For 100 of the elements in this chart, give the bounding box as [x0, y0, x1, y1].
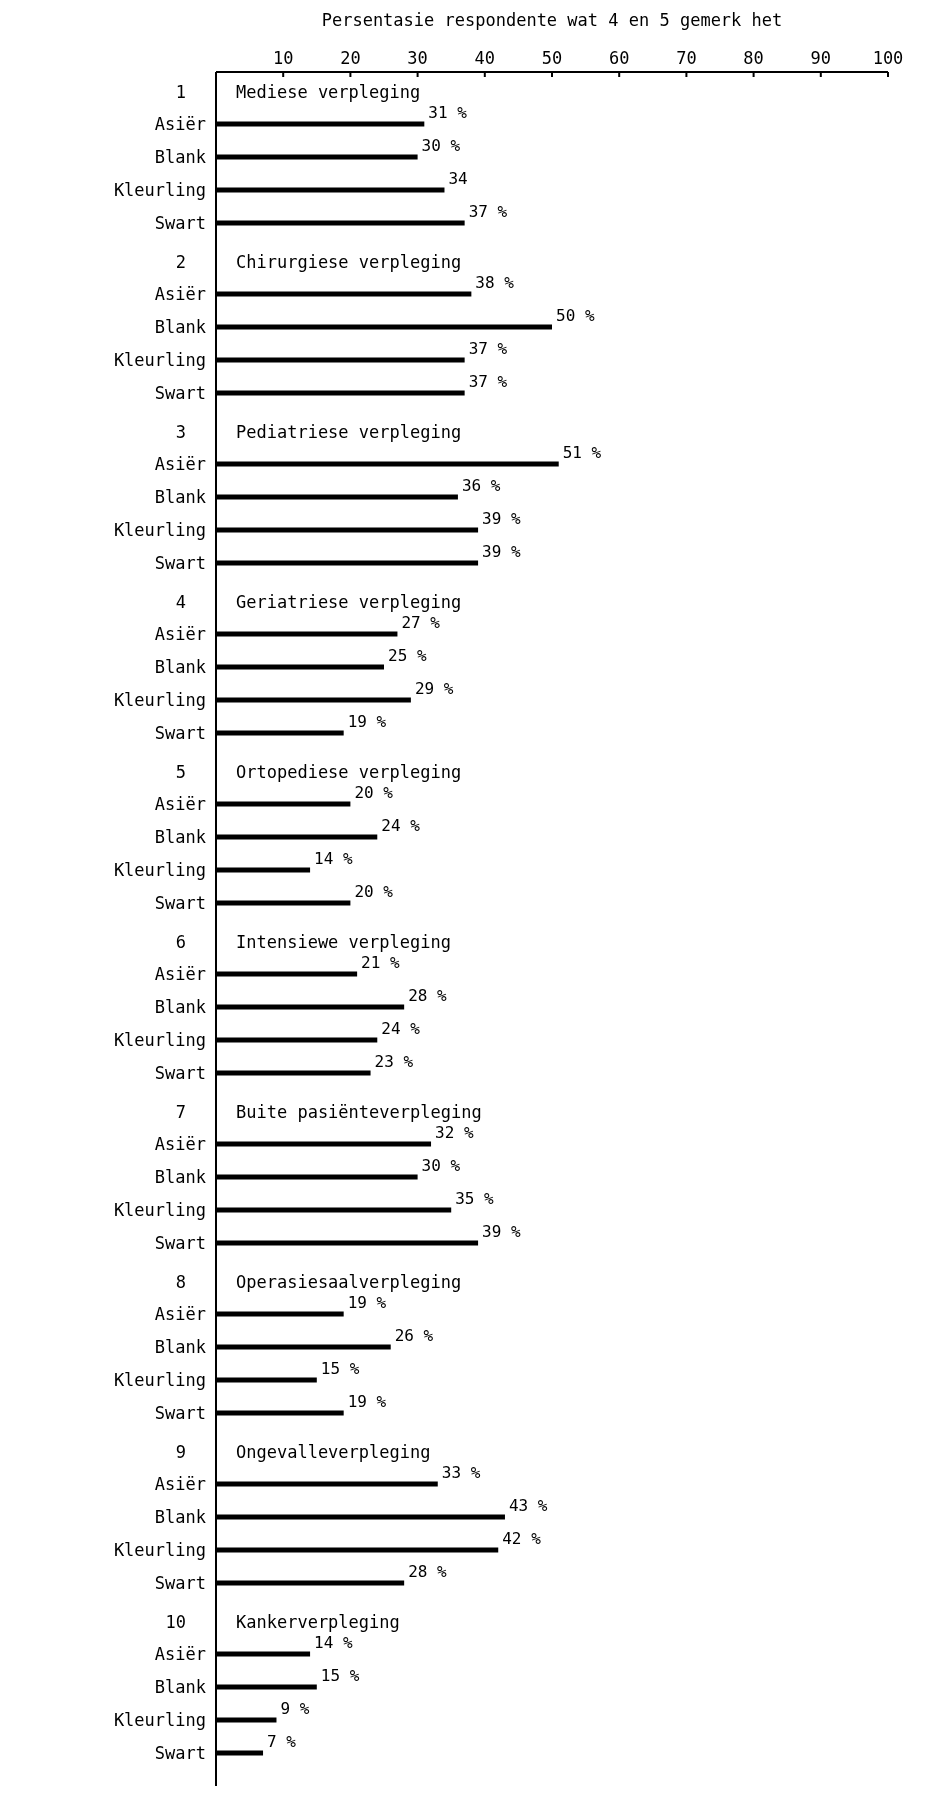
- text: Swart: [154, 1063, 206, 1083]
- category-label: 9 Ongevalleverpleging: [175, 1442, 431, 1462]
- data-label: 29 %: [414, 679, 454, 698]
- text: Kleurling: [113, 520, 206, 540]
- text: Asiër: [154, 1474, 206, 1494]
- category-label: 6 Intensiewe verpleging: [175, 932, 451, 952]
- data-label: 39 %: [482, 509, 521, 528]
- data-label: 43 %: [508, 1496, 548, 1515]
- text: Asiër: [154, 1644, 206, 1664]
- data-label: 20 %: [354, 882, 394, 901]
- data-label: 28 %: [408, 1562, 448, 1581]
- data-label: 36 %: [461, 476, 501, 495]
- x-tick-label: 90: [810, 48, 832, 68]
- data-label: 21 %: [361, 953, 401, 972]
- text: Swart: [154, 1573, 206, 1593]
- data-label: 51 %: [562, 443, 602, 462]
- text: Kleurling: [113, 1200, 206, 1220]
- text: Swart: [154, 1233, 206, 1253]
- text: Blank: [154, 1677, 206, 1697]
- text: Blank: [154, 487, 206, 507]
- x-tick-label: 40: [474, 48, 496, 68]
- text: Kleurling: [113, 860, 206, 880]
- data-label: 19 %: [347, 1392, 387, 1411]
- x-tick-label: 80: [743, 48, 764, 68]
- text: Asiër: [154, 454, 206, 474]
- x-tick-label: 70: [676, 48, 697, 68]
- data-label: 19 %: [347, 1293, 387, 1312]
- data-label: 39 %: [482, 1222, 521, 1241]
- data-label: 25 %: [388, 646, 427, 665]
- series-label: Asiër: [154, 114, 206, 134]
- text: Asiër: [154, 284, 206, 304]
- data-label: 32 %: [435, 1123, 474, 1142]
- text: Kleurling: [113, 690, 206, 710]
- data-label: 38 %: [475, 273, 515, 292]
- data-label: 26 %: [394, 1326, 434, 1345]
- text: Kleurling: [113, 1030, 206, 1050]
- data-label: 31 %: [428, 103, 468, 122]
- text: Swart: [154, 893, 206, 913]
- data-label: 20 %: [354, 783, 394, 802]
- x-tick-label: 20: [340, 48, 361, 68]
- data-label: 15 %: [320, 1359, 360, 1378]
- text: Kleurling: [113, 1370, 206, 1390]
- data-label: 19 %: [347, 712, 387, 731]
- series-label: Blank: [154, 147, 206, 167]
- data-label: 14 %: [314, 849, 353, 868]
- data-label: 24 %: [381, 816, 421, 835]
- text: Asiër: [154, 1304, 206, 1324]
- text: Swart: [154, 723, 206, 743]
- data-label: 37 %: [468, 372, 508, 391]
- text: Swart: [154, 553, 206, 573]
- text: Blank: [154, 1337, 206, 1357]
- category-label: 7 Buite pasiënteverpleging: [175, 1102, 482, 1122]
- data-label: 15 %: [320, 1666, 360, 1685]
- text: Blank: [154, 827, 206, 847]
- series-label: Swart: [154, 213, 206, 233]
- data-label: 42 %: [502, 1529, 542, 1548]
- data-label: 9 %: [280, 1699, 310, 1718]
- data-label: 28 %: [408, 986, 448, 1005]
- text: Blank: [154, 657, 206, 677]
- text: Asiër: [154, 794, 206, 814]
- text: Blank: [154, 1507, 206, 1527]
- x-tick-label: 60: [608, 48, 630, 68]
- text: Asiër: [154, 1134, 206, 1154]
- text: Swart: [154, 1743, 206, 1763]
- text: Asiër: [154, 964, 206, 984]
- data-label: 23 %: [374, 1052, 414, 1071]
- data-label: 34: [448, 169, 468, 188]
- data-label: 39 %: [482, 542, 521, 561]
- category-label: 3 Pediatriese verpleging: [175, 422, 462, 442]
- category-label: 5 Ortopediese verpleging: [175, 762, 462, 782]
- x-tick-label: 50: [541, 48, 563, 68]
- text: Kleurling: [113, 350, 206, 370]
- x-tick-label: 10: [272, 48, 294, 68]
- data-label: 24 %: [381, 1019, 421, 1038]
- category-label: 10 Kankerverpleging: [165, 1612, 400, 1632]
- text: Asiër: [154, 624, 206, 644]
- data-label: 7 %: [267, 1732, 297, 1751]
- text: Swart: [154, 1403, 206, 1423]
- category-label: 8 Operasiesaalverpleging: [175, 1272, 462, 1292]
- category-label: 4 Geriatriese verpleging: [175, 592, 462, 612]
- text: Swart: [154, 383, 206, 403]
- text: Kleurling: [113, 1540, 206, 1560]
- category-label: 1 Mediese verpleging: [175, 82, 421, 102]
- text: Blank: [154, 317, 206, 337]
- x-tick-label: 100: [872, 48, 904, 68]
- data-label: 30 %: [421, 136, 461, 155]
- data-label: 37 %: [468, 202, 508, 221]
- data-label: 14 %: [314, 1633, 353, 1652]
- data-label: 30 %: [421, 1156, 461, 1175]
- x-axis-title: Persentasie respondente wat 4 en 5 gemerk het: [321, 10, 783, 30]
- data-label: 35 %: [455, 1189, 495, 1208]
- data-label: 50 %: [556, 306, 595, 325]
- data-label: 33 %: [441, 1463, 481, 1482]
- series-label: Kleurling: [113, 180, 206, 200]
- data-label: 27 %: [401, 613, 441, 632]
- x-tick-label: 30: [407, 48, 428, 68]
- text: Kleurling: [113, 1710, 206, 1730]
- category-label: 2 Chirurgiese verpleging: [175, 252, 462, 272]
- text: Blank: [154, 1167, 206, 1187]
- text: Blank: [154, 997, 206, 1017]
